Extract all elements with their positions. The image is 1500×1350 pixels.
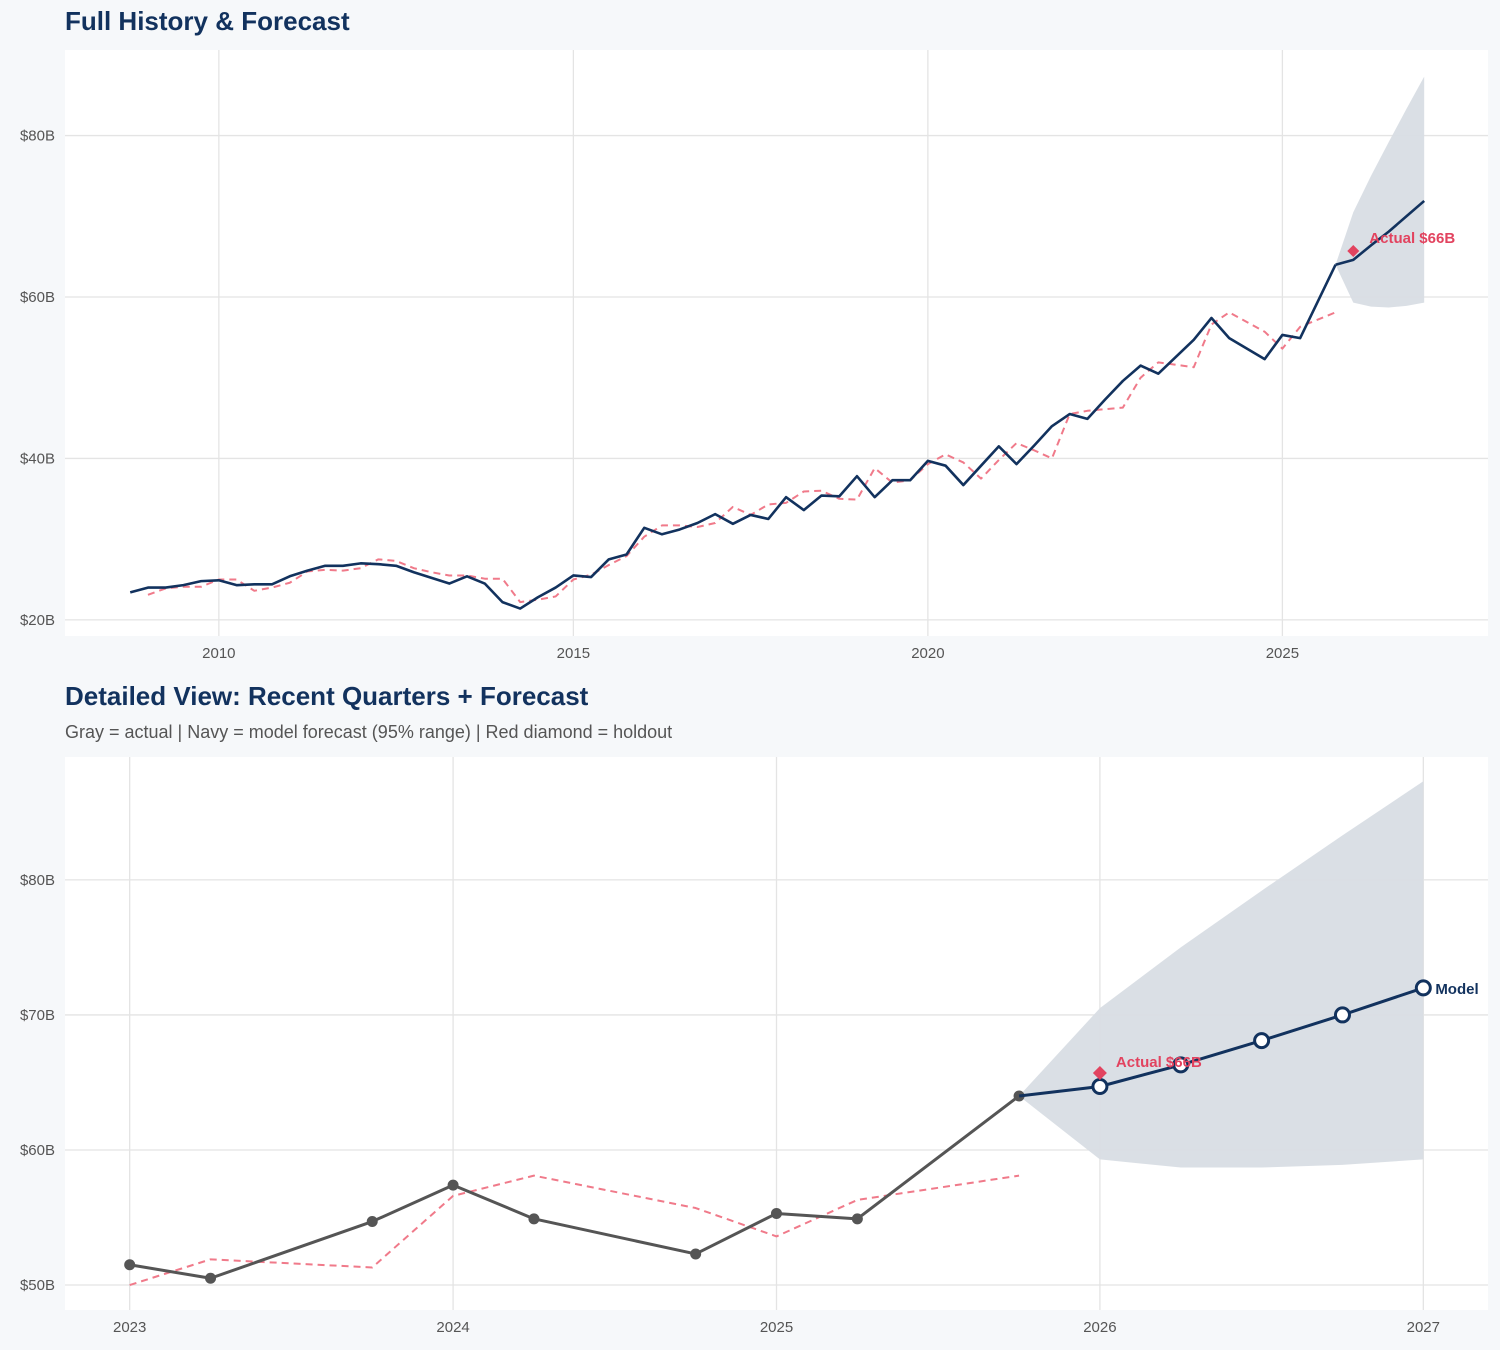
chart-full-history: $20B $40B $60B $80B 2010 2015 2020 2025 Actual $… xyxy=(20,50,1488,662)
actual-point xyxy=(771,1207,782,1219)
holdout-label: Actual $66B xyxy=(1369,230,1455,247)
actual-point xyxy=(124,1259,136,1271)
chart-title-detailed-view: Detailed View: Recent Quarters + Forecas… xyxy=(65,681,589,711)
x-tick-label: 2024 xyxy=(436,1319,469,1336)
forecast-point xyxy=(1253,1032,1271,1050)
forecast-line xyxy=(1335,199,1426,266)
actual-point xyxy=(366,1216,378,1228)
actual-point xyxy=(447,1179,459,1191)
x-tick-label: 2025 xyxy=(760,1319,793,1336)
x-tick-label: 2010 xyxy=(202,645,235,662)
actual-line xyxy=(129,264,1337,610)
y-tick-label: $80B xyxy=(20,872,55,889)
y-tick-label: $80B xyxy=(20,128,55,145)
forecast-point xyxy=(1172,1056,1190,1074)
x-tick-label: 2025 xyxy=(1266,645,1299,662)
plot-area xyxy=(65,50,1488,636)
x-tick-label: 2020 xyxy=(911,645,944,662)
forecast-point xyxy=(1333,1006,1351,1024)
forecast-point xyxy=(1414,979,1432,997)
y-tick-label: $60B xyxy=(20,289,55,306)
fitted-dashed-line xyxy=(129,1174,1020,1286)
actual-point xyxy=(205,1272,217,1284)
y-tick-label: $40B xyxy=(20,450,55,467)
x-tick-label: 2015 xyxy=(557,645,590,662)
chart-detailed-view: $50B $60B $70B $80B 2023 2024 2025 2026 2027 Actu… xyxy=(20,757,1488,1336)
holdout-diamond xyxy=(1347,244,1360,257)
forecast-point xyxy=(1091,1078,1109,1096)
x-tick-label: 2023 xyxy=(113,1319,146,1336)
actual-point xyxy=(690,1248,702,1260)
y-tick-label: $50B xyxy=(20,1277,55,1294)
x-tick-label: 2027 xyxy=(1407,1319,1440,1336)
y-tick-label: $70B xyxy=(20,1007,55,1024)
chart-title-full-history: Full History & Forecast xyxy=(65,6,350,36)
fitted-dashed-line xyxy=(147,311,1336,604)
x-tick-label: 2026 xyxy=(1083,1319,1116,1336)
holdout-label: Actual $66B xyxy=(1116,1054,1202,1071)
y-tick-label: $20B xyxy=(20,612,55,629)
forecast-line xyxy=(1018,986,1424,1098)
actual-point xyxy=(528,1213,540,1225)
holdout-diamond xyxy=(1092,1066,1107,1080)
model-end-label: Model xyxy=(1435,981,1478,998)
chart-subtitle-legend: Gray = actual | Navy = model forecast (9… xyxy=(65,722,673,742)
y-tick-label: $60B xyxy=(20,1142,55,1159)
actual-point xyxy=(851,1213,863,1225)
forecast-95-range-band xyxy=(1019,781,1424,1168)
